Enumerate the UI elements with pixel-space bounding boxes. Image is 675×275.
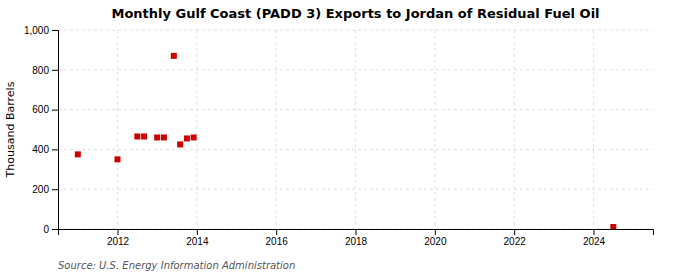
x-tick-label: 2018 (345, 236, 368, 247)
y-tick-label: 0 (43, 224, 49, 235)
point (115, 156, 121, 162)
y-tick-mark (52, 229, 58, 230)
x-tick: 2024 (583, 229, 606, 247)
x-tick-mark (197, 229, 198, 235)
grid-line-x (355, 30, 356, 229)
y-tick-label: 400 (32, 144, 49, 155)
grid (58, 30, 653, 229)
grid-line-y (58, 69, 653, 70)
point (161, 134, 167, 140)
y-tick-mark (52, 110, 58, 111)
point (75, 151, 81, 157)
title: Monthly Gulf Coast (PADD 3) Exports to J… (111, 6, 599, 21)
grid-line-x (434, 30, 435, 229)
x-tick-mark (118, 229, 119, 235)
points (75, 53, 617, 229)
x-tick: 2012 (107, 229, 130, 247)
y-axis-line (52, 31, 59, 230)
point (141, 133, 147, 139)
y-tick: 800 (32, 65, 58, 76)
grid-line-x (276, 30, 277, 229)
x-tick-label: 2016 (266, 236, 289, 247)
point (184, 135, 190, 141)
y-tick-label: 600 (32, 104, 49, 115)
point (154, 134, 160, 140)
x-tick-label: 2014 (186, 236, 209, 247)
y-tick-label: 1,000 (24, 25, 49, 36)
grid-line-x (196, 30, 197, 229)
x-tick: 2018 (345, 229, 368, 247)
x-tick: 2022 (504, 229, 527, 247)
x-tick: 2014 (186, 229, 209, 247)
x-tick-mark (514, 229, 515, 235)
y-tick-mark (52, 70, 58, 71)
x-tick: 2020 (424, 229, 447, 247)
chart-svg: 2012 2014 2016 2018 2020 2022 2024 0 200 400 600 80… (0, 0, 675, 275)
point (191, 134, 197, 140)
y-tick: 600 (32, 104, 58, 115)
point (177, 141, 183, 147)
point (134, 133, 140, 139)
y-tick-label: 200 (32, 184, 49, 195)
y-tick-mark (52, 149, 58, 150)
y-axis-label: Thousand Barrels (4, 81, 17, 178)
point (610, 224, 616, 229)
x-tick-mark (435, 229, 436, 235)
y-tick-label: 800 (32, 65, 49, 76)
x-tick-label: 2022 (504, 236, 527, 247)
source-note: Source: U.S. Energy Information Administ… (58, 260, 295, 271)
point (171, 53, 177, 59)
plot-area: 2012 2014 2016 2018 2020 2022 2024 0 200 400 600 80… (24, 25, 654, 247)
grid-line-y (58, 149, 653, 150)
x-tick-label: 2020 (424, 236, 447, 247)
y-tick-mark (52, 30, 58, 31)
x-tick-mark (356, 229, 357, 235)
grid-line-x (117, 30, 118, 229)
x-tick-mark (276, 229, 277, 235)
y-tick-mark (52, 189, 58, 190)
y-axis: 0 200 400 600 800 1,000 (24, 25, 59, 235)
y-tick: 400 (32, 144, 58, 155)
y-tick: 1,000 (24, 25, 58, 36)
x-tick-mark (594, 229, 595, 235)
y-tick: 0 (43, 224, 58, 235)
x-tick: 2016 (266, 229, 289, 247)
grid-line-x (593, 30, 594, 229)
chart-container: 2012 2014 2016 2018 2020 2022 2024 0 200 400 600 80… (0, 0, 675, 275)
x-tick-label: 2012 (107, 236, 130, 247)
y-tick: 200 (32, 184, 58, 195)
x-axis: 2012 2014 2016 2018 2020 2022 2024 (59, 229, 654, 247)
grid-line-x (514, 30, 515, 229)
x-tick-label: 2024 (583, 236, 606, 247)
x-axis-line (59, 230, 654, 236)
